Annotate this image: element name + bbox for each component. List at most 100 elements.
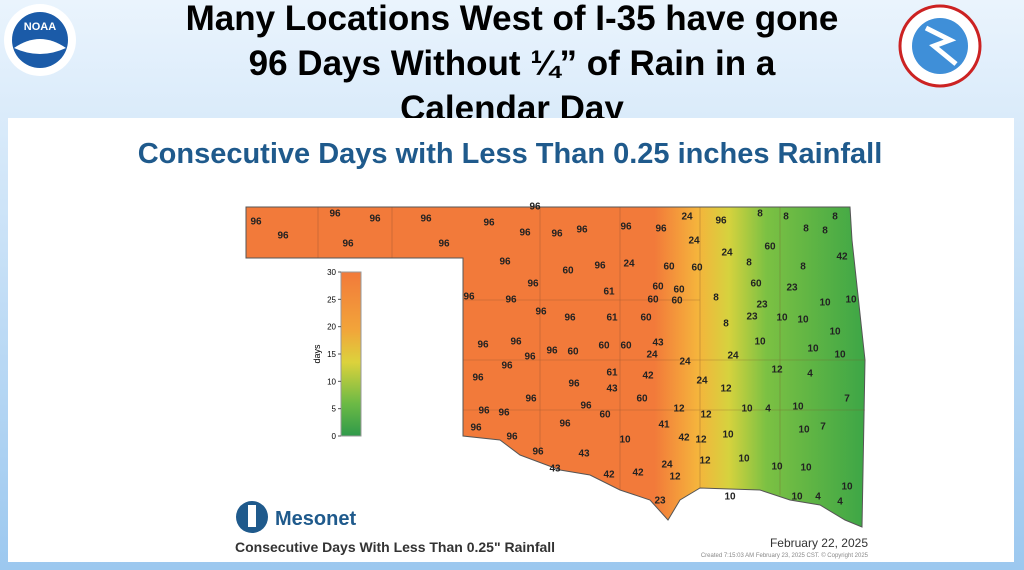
station-value: 8: [746, 258, 752, 269]
station-value: 96: [594, 261, 606, 272]
station-value: 60: [764, 242, 776, 253]
station-value: 42: [678, 433, 690, 444]
station-value: 96: [329, 209, 341, 220]
title-line: Many Locations West of I-35 have gone: [186, 0, 839, 38]
mesonet-logo: [236, 501, 268, 533]
station-value: 12: [695, 435, 707, 446]
station-value: 10: [722, 430, 734, 441]
station-value: 43: [578, 449, 590, 460]
station-value: 96: [369, 214, 381, 225]
station-value: 10: [800, 463, 812, 474]
station-value: 10: [724, 492, 736, 503]
colorbar: [340, 271, 362, 437]
station-value: 96: [510, 337, 522, 348]
station-value: 24: [727, 351, 739, 362]
station-value: 60: [671, 296, 683, 307]
noaa-logo: NOAA: [4, 4, 76, 76]
station-value: 10: [791, 492, 803, 503]
station-value: 23: [756, 300, 768, 311]
mesonet-text: Mesonet: [275, 508, 356, 530]
station-value: 96: [483, 218, 495, 229]
station-value: 41: [658, 420, 670, 431]
map-title: Consecutive Days with Less Than 0.25 inc…: [138, 138, 883, 170]
station-value: 4: [807, 369, 813, 380]
station-value: 10: [834, 350, 846, 361]
station-value: 4: [815, 492, 821, 503]
station-value: 23: [654, 496, 666, 507]
station-value: 60: [663, 262, 675, 273]
date: February 22, 2025: [770, 536, 868, 550]
station-value: 12: [771, 365, 783, 376]
station-value: 96: [580, 401, 592, 412]
station-value: 8: [822, 226, 828, 237]
station-value: 10: [754, 337, 766, 348]
station-value: 61: [606, 313, 618, 324]
station-value: 10: [771, 462, 783, 473]
station-value: 24: [646, 350, 658, 361]
station-value: 60: [598, 341, 610, 352]
station-value: 12: [720, 384, 732, 395]
station-value: 96: [250, 217, 262, 228]
station-value: 60: [750, 279, 762, 290]
station-value: 24: [623, 259, 635, 270]
station-value: 60: [652, 282, 664, 293]
station-value: 60: [599, 410, 611, 421]
station-value: 12: [699, 456, 711, 467]
colorbar-tick-label: 15: [327, 350, 336, 359]
station-value: 96: [499, 257, 511, 268]
station-value: 7: [844, 394, 850, 405]
station-value: 8: [713, 293, 719, 304]
station-value: 43: [549, 464, 561, 475]
station-value: 96: [564, 313, 576, 324]
station-value: 10: [619, 435, 631, 446]
colorbar-label: days: [312, 344, 322, 364]
station-value: 96: [529, 202, 541, 213]
credit: Created 7:15:03 AM February 23, 2025 CST…: [701, 552, 869, 559]
station-value: 96: [277, 231, 289, 242]
station-value: 10: [797, 315, 809, 326]
station-value: 12: [700, 410, 712, 421]
station-value: 96: [532, 447, 544, 458]
station-value: 60: [620, 341, 632, 352]
station-value: 10: [792, 402, 804, 413]
station-value: 10: [819, 298, 831, 309]
station-value: 24: [661, 460, 673, 471]
station-value: 61: [606, 368, 618, 379]
station-value: 8: [783, 212, 789, 223]
nws-logo: [898, 4, 982, 88]
station-value: 10: [841, 482, 853, 493]
station-value: 43: [652, 338, 664, 349]
station-value: 8: [803, 224, 809, 235]
station-value: 23: [786, 283, 798, 294]
station-value: 4: [765, 404, 771, 415]
station-value: 10: [776, 313, 788, 324]
station-value: 60: [691, 263, 703, 274]
station-value: 96: [463, 292, 475, 303]
colorbar-tick-label: 5: [332, 405, 337, 414]
station-value: 24: [688, 236, 700, 247]
station-value: 10: [829, 327, 841, 338]
colorbar-tick-label: 25: [327, 295, 336, 304]
station-value: 10: [845, 295, 857, 306]
station-value: 12: [669, 472, 681, 483]
station-value: 7: [820, 422, 826, 433]
station-value: 96: [438, 239, 450, 250]
station-value: 61: [603, 287, 615, 298]
station-value: 42: [632, 468, 644, 479]
station-value: 96: [524, 352, 536, 363]
colorbar-tick-label: 30: [327, 268, 336, 277]
station-value: 60: [673, 285, 685, 296]
station-value: 60: [567, 347, 579, 358]
station-value: 96: [525, 394, 537, 405]
county-lines: [317, 207, 865, 495]
station-value: 96: [470, 423, 482, 434]
station-value: 12: [673, 404, 685, 415]
station-value: 96: [551, 229, 563, 240]
station-value: 96: [478, 406, 490, 417]
colorbar-tick-label: 0: [332, 432, 337, 441]
station-value: 4: [837, 497, 843, 508]
station-value: 43: [606, 384, 618, 395]
station-value: 60: [562, 266, 574, 277]
